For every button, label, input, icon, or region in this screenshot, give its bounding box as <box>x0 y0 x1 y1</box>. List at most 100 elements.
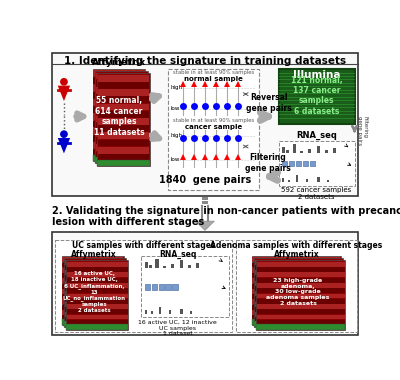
Bar <box>98 125 149 132</box>
Bar <box>252 263 340 268</box>
Bar <box>144 262 148 268</box>
Bar <box>67 278 128 283</box>
Bar <box>252 289 340 294</box>
Bar <box>190 311 192 314</box>
Bar <box>202 197 208 200</box>
Text: Filtering
gene pairs: Filtering gene pairs <box>245 153 291 173</box>
Bar <box>303 161 308 166</box>
Bar <box>62 305 123 310</box>
Bar <box>56 240 232 332</box>
Bar <box>257 288 344 293</box>
Circle shape <box>60 130 68 138</box>
Bar <box>52 53 358 196</box>
Bar <box>94 120 144 127</box>
Bar <box>96 144 147 151</box>
Bar <box>282 147 285 154</box>
Bar <box>252 319 341 325</box>
Bar <box>254 291 342 296</box>
Bar <box>96 123 147 130</box>
Bar <box>95 157 148 163</box>
Bar <box>62 283 123 288</box>
Bar <box>254 276 342 280</box>
Bar <box>168 69 259 190</box>
Bar <box>94 78 144 84</box>
Bar <box>65 296 125 301</box>
Text: 16 active UC,
18 inactive UC,
6 UC_inflammation,
13
UC_no_inflammation
samples
2: 16 active UC, 18 inactive UC, 6 UC_infla… <box>63 271 126 313</box>
Bar <box>97 73 150 166</box>
Bar <box>292 144 296 154</box>
Text: RNA_seq: RNA_seq <box>296 130 337 139</box>
Text: normal sample: normal sample <box>184 76 243 82</box>
Text: 2. Validating the signature in non-cancer patients with precancerous
lesion with: 2. Validating the signature in non-cance… <box>52 206 400 227</box>
Bar <box>317 177 320 182</box>
Text: 1840  gene pairs: 1840 gene pairs <box>159 175 251 185</box>
Text: 592 cancer samples
2 datasets: 592 cancer samples 2 datasets <box>282 187 352 200</box>
Bar <box>67 320 128 325</box>
Bar <box>252 294 340 299</box>
Bar <box>62 319 124 325</box>
Polygon shape <box>58 138 70 154</box>
Bar <box>62 289 123 294</box>
Bar <box>96 116 147 122</box>
Bar <box>62 268 123 273</box>
Bar <box>236 240 357 332</box>
Bar <box>52 232 358 335</box>
Bar <box>144 284 150 290</box>
Bar <box>65 318 125 322</box>
Bar <box>180 260 183 268</box>
Text: stable in at least 90% samples: stable in at least 90% samples <box>173 70 254 75</box>
Bar <box>98 132 149 139</box>
Text: low: low <box>171 157 180 162</box>
Text: Adenoma samples with different stages: Adenoma samples with different stages <box>210 241 382 250</box>
Text: cancer sample: cancer sample <box>185 124 242 130</box>
Text: 1. Identifying the signature in training datasets: 1. Identifying the signature in training… <box>64 56 346 66</box>
Bar <box>279 69 354 124</box>
Bar <box>98 154 149 161</box>
Polygon shape <box>196 221 214 230</box>
Text: low: low <box>171 106 180 111</box>
Bar <box>254 286 342 291</box>
Bar <box>98 97 149 103</box>
Bar <box>254 307 342 312</box>
Bar <box>62 279 123 283</box>
Bar <box>98 82 149 89</box>
Text: stable in at least 90% samples: stable in at least 90% samples <box>173 118 254 123</box>
Bar <box>98 111 149 117</box>
Bar <box>256 323 345 330</box>
Bar <box>256 260 345 330</box>
Bar <box>300 151 304 154</box>
Bar <box>158 307 161 314</box>
Bar <box>257 278 344 283</box>
Bar <box>296 175 298 182</box>
Bar <box>254 312 342 317</box>
Bar <box>317 146 320 154</box>
Bar <box>257 304 344 309</box>
Bar <box>65 302 125 307</box>
Bar <box>142 256 229 317</box>
Bar <box>254 258 343 328</box>
Bar <box>67 288 128 293</box>
Bar <box>289 161 294 166</box>
Bar <box>257 283 344 288</box>
Bar <box>254 302 342 307</box>
Bar <box>252 310 340 315</box>
Bar <box>67 272 128 277</box>
Bar <box>94 70 144 77</box>
Bar <box>65 276 125 280</box>
Bar <box>158 284 164 290</box>
Bar <box>67 315 128 320</box>
Bar <box>64 258 126 328</box>
Bar <box>252 283 340 288</box>
Bar <box>252 299 340 304</box>
Bar <box>66 323 128 330</box>
Bar <box>93 155 145 161</box>
Bar <box>67 267 128 272</box>
Bar <box>65 260 125 264</box>
Bar <box>254 281 342 286</box>
Bar <box>67 293 128 298</box>
Bar <box>151 311 153 314</box>
Bar <box>97 160 150 166</box>
Bar <box>65 281 125 286</box>
Bar <box>288 180 290 182</box>
Bar <box>65 307 125 312</box>
